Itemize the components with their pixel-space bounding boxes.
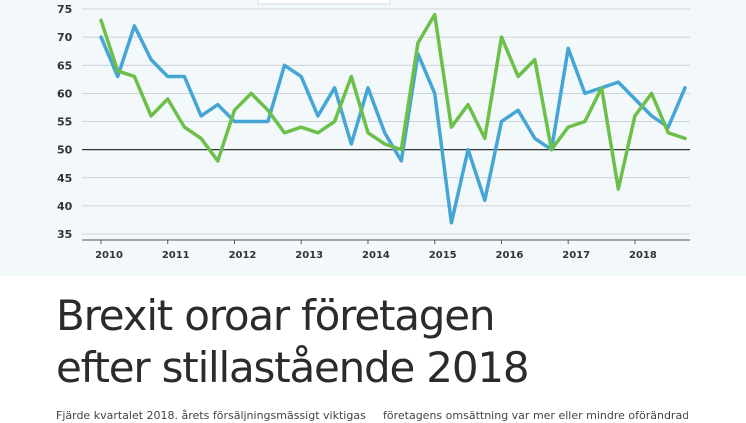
series-line-2 [99, 12, 687, 191]
chart-gridlines [82, 8, 690, 235]
x-tick-label: 2015 [429, 250, 457, 261]
chart-axes [82, 0, 690, 241]
y-tick-label: 75 [57, 3, 72, 16]
y-tick-label: 70 [57, 31, 73, 44]
x-tick-label: 2013 [295, 250, 323, 261]
y-tick-label: 40 [57, 200, 73, 213]
x-tick-label: 2017 [562, 250, 590, 261]
y-tick-label: 35 [57, 228, 72, 241]
series-line-1 [99, 24, 687, 225]
y-tick-label: 45 [57, 172, 72, 185]
x-tick-label: 2014 [362, 250, 390, 261]
y-axis-ticks: 35 40 45 50 55 60 65 70 75 [57, 3, 73, 241]
y-tick-label: 60 [57, 87, 73, 100]
headline-line-1: Brexit oroar företagen [56, 291, 495, 340]
x-tick-label: 2011 [162, 250, 190, 261]
x-tick-label: 2010 [95, 250, 123, 261]
article-body-column-right: företagens omsättning var mer eller mind… [383, 409, 688, 422]
y-tick-label: 55 [57, 116, 72, 129]
legend-box [257, 0, 391, 5]
x-tick-label: 2018 [629, 250, 657, 261]
x-tick-label: 2016 [496, 250, 524, 261]
y-tick-label: 50 [57, 144, 73, 157]
y-tick-label: 65 [57, 59, 72, 72]
article-body-column-left: Fjärde kvartalet 2018. årets försäljning… [56, 409, 366, 422]
headline-line-2: efter stillastående 2018 [56, 343, 530, 392]
x-axis-ticks: 2010 2011 2012 2013 2014 2015 2016 2017 2018 [95, 240, 657, 261]
chart-series [99, 12, 687, 225]
chart-panel: 35 40 45 50 55 60 65 70 75 2010 2011 2012 2013 2014 2… [0, 0, 746, 276]
x-tick-label: 2012 [229, 250, 257, 261]
article-headline: Brexit oroar företagen efter stillaståen… [56, 290, 530, 394]
